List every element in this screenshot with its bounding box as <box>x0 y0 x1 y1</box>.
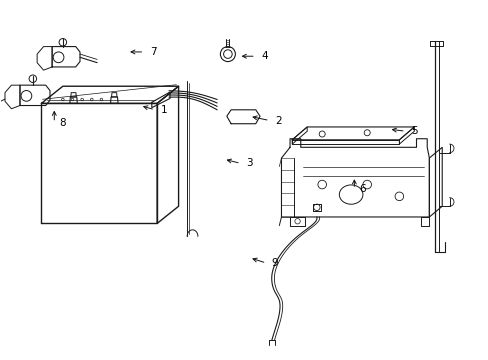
Text: 1: 1 <box>160 105 167 115</box>
Text: 5: 5 <box>410 126 417 136</box>
Text: 9: 9 <box>271 258 278 268</box>
Text: 7: 7 <box>149 47 156 57</box>
Text: 4: 4 <box>261 51 267 61</box>
Text: 2: 2 <box>274 116 281 126</box>
Text: 6: 6 <box>359 184 366 194</box>
Text: 3: 3 <box>245 158 252 168</box>
Text: 8: 8 <box>60 118 66 128</box>
